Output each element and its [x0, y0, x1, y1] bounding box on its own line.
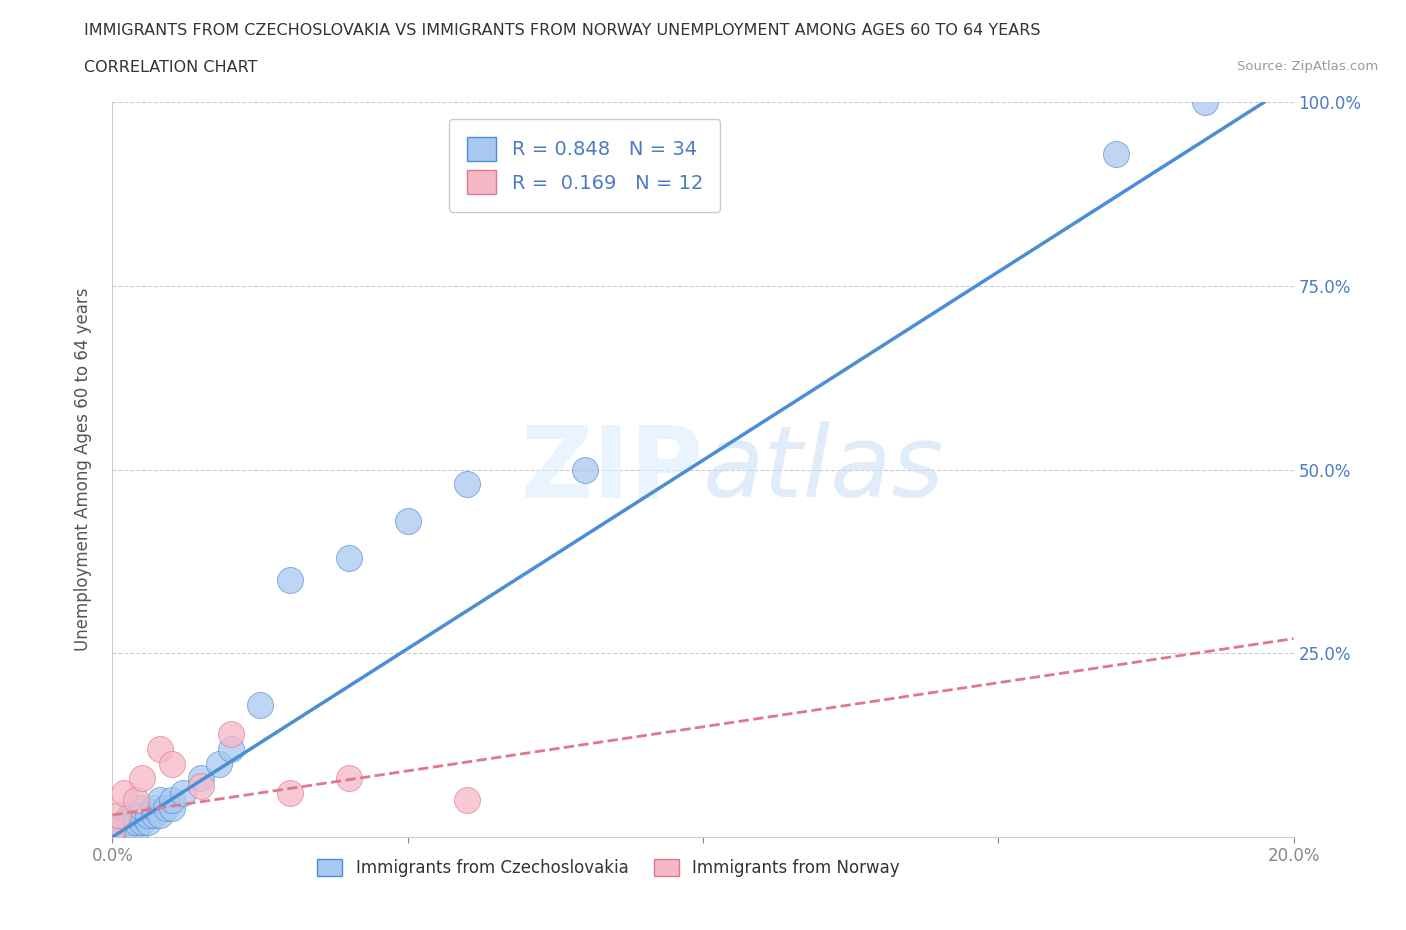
Text: CORRELATION CHART: CORRELATION CHART	[84, 60, 257, 75]
Point	[574, 462, 596, 477]
Point	[131, 807, 153, 822]
Point	[190, 778, 212, 793]
Point	[136, 807, 159, 822]
Point	[208, 756, 231, 771]
Point	[172, 786, 194, 801]
Point	[131, 815, 153, 830]
Point	[107, 807, 129, 822]
Point	[1194, 95, 1216, 110]
Point	[160, 756, 183, 771]
Point	[249, 698, 271, 712]
Point	[396, 513, 419, 528]
Point	[1105, 146, 1128, 161]
Point	[101, 830, 124, 844]
Text: IMMIGRANTS FROM CZECHOSLOVAKIA VS IMMIGRANTS FROM NORWAY UNEMPLOYMENT AMONG AGES: IMMIGRANTS FROM CZECHOSLOVAKIA VS IMMIGR…	[84, 23, 1040, 38]
Point	[219, 726, 242, 741]
Point	[125, 815, 148, 830]
Point	[278, 573, 301, 588]
Point	[125, 822, 148, 837]
Text: Source: ZipAtlas.com: Source: ZipAtlas.com	[1237, 60, 1378, 73]
Point	[149, 792, 172, 807]
Point	[112, 786, 135, 801]
Point	[107, 822, 129, 837]
Y-axis label: Unemployment Among Ages 60 to 64 years: Unemployment Among Ages 60 to 64 years	[73, 288, 91, 651]
Text: atlas: atlas	[703, 421, 945, 518]
Point	[107, 826, 129, 841]
Point	[337, 551, 360, 565]
Legend: Immigrants from Czechoslovakia, Immigrants from Norway: Immigrants from Czechoslovakia, Immigran…	[311, 852, 907, 883]
Point	[160, 792, 183, 807]
Point	[160, 800, 183, 815]
Point	[120, 807, 142, 822]
Point	[120, 815, 142, 830]
Point	[136, 815, 159, 830]
Point	[219, 741, 242, 756]
Point	[131, 800, 153, 815]
Text: ZIP: ZIP	[520, 421, 703, 518]
Point	[456, 792, 478, 807]
Point	[278, 786, 301, 801]
Point	[112, 822, 135, 837]
Point	[142, 807, 165, 822]
Point	[120, 822, 142, 837]
Point	[142, 800, 165, 815]
Point	[101, 822, 124, 837]
Point	[149, 741, 172, 756]
Point	[456, 477, 478, 492]
Point	[131, 771, 153, 786]
Point	[112, 815, 135, 830]
Point	[337, 771, 360, 786]
Point	[125, 792, 148, 807]
Point	[149, 807, 172, 822]
Point	[155, 800, 177, 815]
Point	[190, 771, 212, 786]
